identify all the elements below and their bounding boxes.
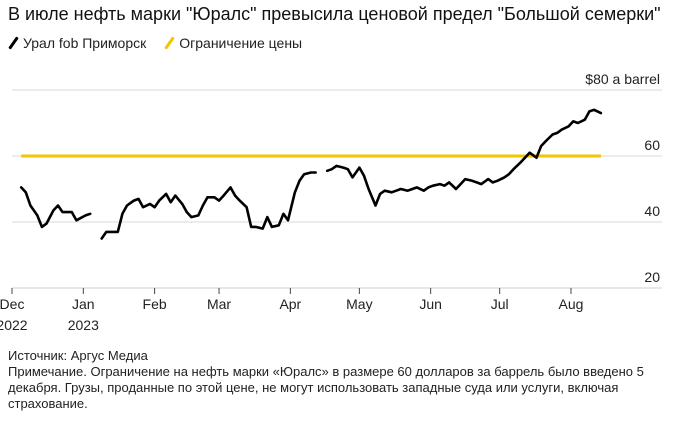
x-tick-label: Jun: [419, 296, 442, 312]
urals-price-line: [19, 108, 603, 240]
legend-label-urals: Урал fob Приморск: [23, 35, 147, 51]
x-tick-label: Jan: [72, 296, 95, 312]
y-tick-label: 20: [644, 269, 660, 285]
x-tick-label: May: [346, 296, 372, 312]
x-tick-sublabel: 2022: [0, 317, 28, 333]
x-tick-label: Jul: [491, 296, 509, 312]
x-tick-sublabel: 2023: [68, 317, 99, 333]
footnote: Примечание. Ограничение на нефть марки «…: [8, 364, 644, 411]
x-tick-label: Apr: [279, 296, 301, 312]
y-tick-label: $80 a barrel: [585, 71, 660, 87]
y-tick-label: 40: [644, 203, 660, 219]
x-tick-label: Mar: [207, 296, 231, 312]
x-tick-label: Feb: [143, 296, 167, 312]
y-tick-label: 60: [644, 137, 660, 153]
chart-title: В июле нефть марки "Юралс" превысила цен…: [8, 4, 661, 24]
legend-label-price-cap: Ограничение цены: [179, 35, 303, 51]
legend-item-price-cap: Ограничение цены: [164, 35, 302, 51]
x-tick-label: Aug: [559, 296, 584, 312]
legend-item-urals: Урал fob Приморск: [8, 35, 146, 51]
chart-notes: Источник: Аргус Медиа Примечание. Ограни…: [8, 348, 688, 412]
chart-legend: Урал fob Приморск Ограничение цены: [8, 35, 320, 51]
source-note: Источник: Аргус Медиа: [8, 348, 148, 363]
x-tick-label: Dec: [0, 296, 24, 312]
